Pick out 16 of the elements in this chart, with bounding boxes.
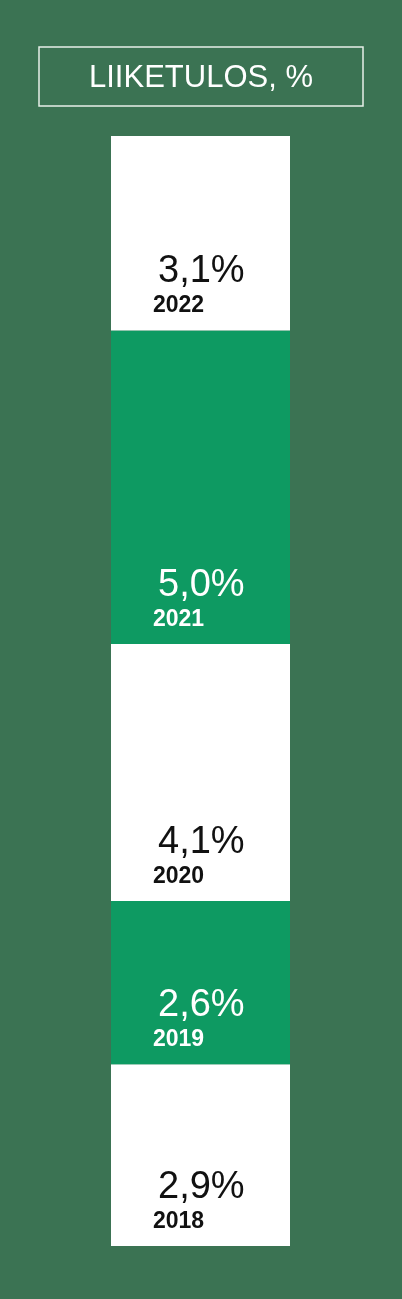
series-label: 2022 [153, 291, 205, 318]
data-label: 3,1% [158, 248, 245, 291]
series-label: 2021 [153, 604, 205, 631]
series-label: 2019 [153, 1025, 205, 1052]
data-label: 5,0% [158, 561, 245, 604]
series-label: 2018 [153, 1207, 205, 1233]
series-label: 2020 [153, 862, 205, 889]
bar [111, 901, 290, 1065]
bar [111, 330, 290, 644]
bar [111, 136, 290, 331]
bar [111, 643, 290, 902]
data-label: 2,9% [158, 1164, 245, 1206]
data-label: 4,1% [158, 819, 245, 862]
bar [111, 1064, 290, 1246]
chart-title: LIIKETULOS, % [89, 59, 313, 94]
data-label: 2,6% [158, 982, 245, 1025]
